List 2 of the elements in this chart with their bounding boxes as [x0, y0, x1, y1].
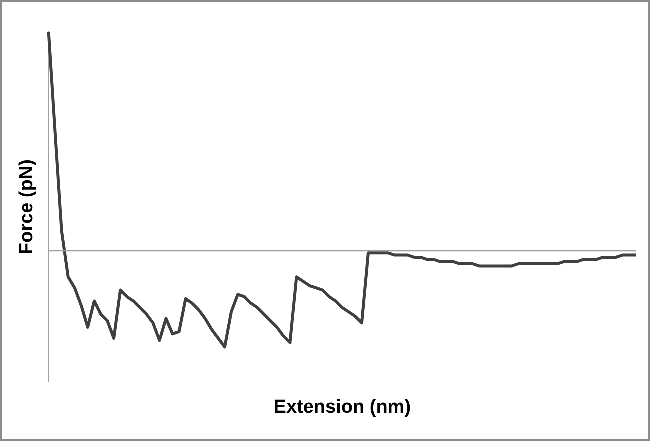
x-axis-title: Extension (nm)	[274, 396, 412, 418]
y-axis-title: Force (pN)	[16, 160, 38, 255]
